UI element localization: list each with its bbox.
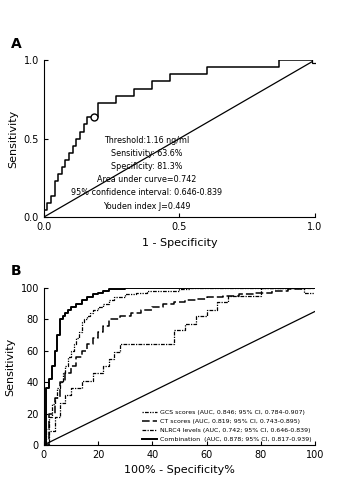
X-axis label: 100% - Specificity%: 100% - Specificity%: [124, 466, 235, 475]
X-axis label: 1 - Specificity: 1 - Specificity: [141, 238, 217, 248]
Text: Threshold:1.16 ng/ml
Sensitivity: 63.6%
Specificity: 81.3%
Area under curve=0.74: Threshold:1.16 ng/ml Sensitivity: 63.6% …: [71, 136, 222, 210]
Text: B: B: [11, 264, 22, 278]
Y-axis label: Sensitivity: Sensitivity: [8, 110, 18, 168]
Y-axis label: Sensitivity: Sensitivity: [5, 338, 15, 396]
Text: A: A: [11, 36, 22, 51]
Legend: GCS scores (AUC, 0.846; 95% CI, 0.784-0.907), CT scores (AUC, 0.819; 95% CI, 0.7: GCS scores (AUC, 0.846; 95% CI, 0.784-0.…: [141, 410, 312, 442]
